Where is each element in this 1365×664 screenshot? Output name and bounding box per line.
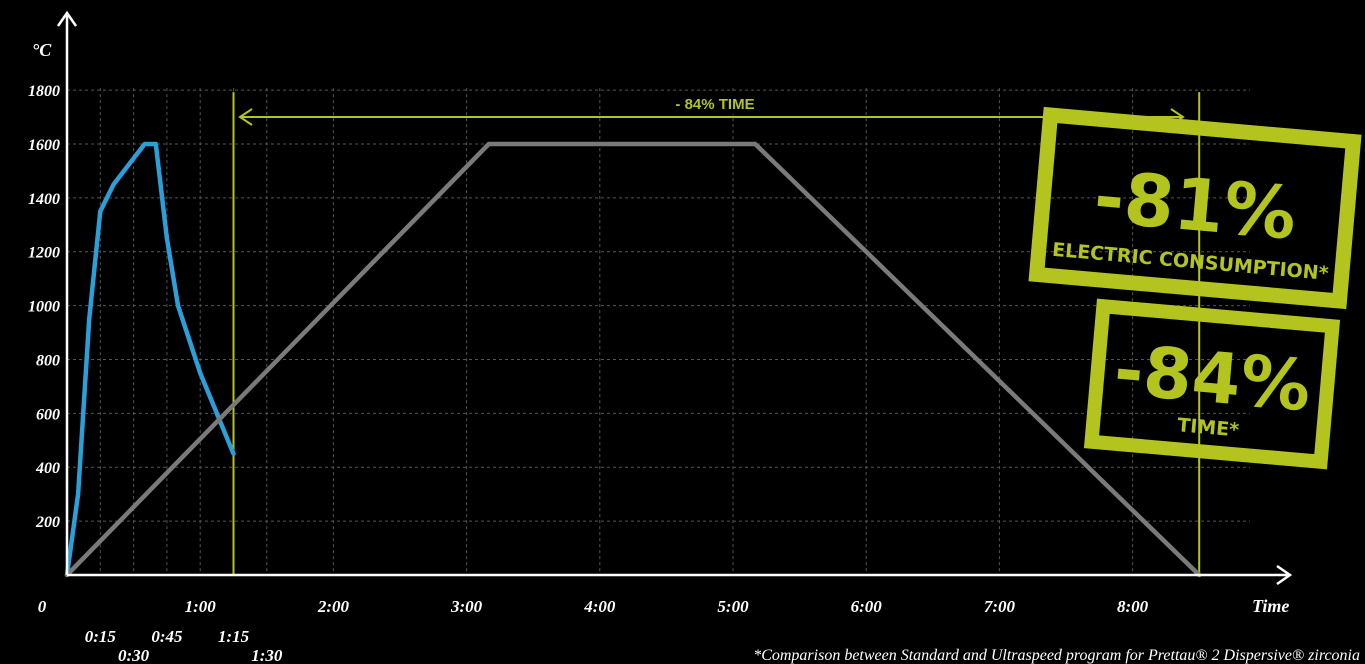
stamp-percent: -84% xyxy=(1111,329,1314,428)
x-tick-label: 0:30 xyxy=(118,646,150,664)
x-tick-label: 5:00 xyxy=(717,597,749,616)
y-tick-label: 400 xyxy=(35,460,60,477)
x-tick-label: 1:00 xyxy=(185,597,217,616)
x-axis-label: Time xyxy=(1252,596,1289,616)
arrow-label-bg xyxy=(655,94,775,114)
y-tick-label: 200 xyxy=(35,514,60,531)
stamp-electric-consumption: -81% ELECTRIC CONSUMPTION* xyxy=(1028,106,1362,310)
y-axis-label: °C xyxy=(32,40,52,60)
y-tick-label: 1600 xyxy=(28,137,60,154)
stamp-time: -84% TIME* xyxy=(1083,298,1341,470)
x-tick-label: 1:15 xyxy=(218,627,250,646)
axes xyxy=(56,10,1293,586)
time-reduction-arrow: - 84% TIME xyxy=(238,94,1185,126)
x-axis-arrowhead xyxy=(1276,564,1293,586)
y-tick-label: 800 xyxy=(36,352,60,369)
x-tick-label: 1:30 xyxy=(251,646,283,664)
x-tick-label: 2:00 xyxy=(317,597,350,616)
series-group xyxy=(64,141,1202,578)
stamp-border xyxy=(1028,106,1362,310)
y-tick-label: 1200 xyxy=(28,245,60,262)
reference-lines xyxy=(232,92,1201,575)
x-tick-label: 0 xyxy=(38,597,47,616)
stamp-percent: -81% xyxy=(1091,154,1300,255)
y-tick-labels: 200 400 600 800 1000 1200 1400 1600 1800 xyxy=(28,83,60,531)
grid xyxy=(67,88,1250,575)
stamp-border xyxy=(1083,298,1341,470)
arrow-head-left xyxy=(238,108,253,126)
y-tick-label: 1400 xyxy=(28,191,60,208)
footnote: *Comparison between Standard and Ultrasp… xyxy=(753,647,1360,664)
y-tick-label: 1000 xyxy=(28,299,60,316)
y-tick-label: 1800 xyxy=(28,83,60,100)
y-axis-arrowhead xyxy=(56,10,78,27)
y-tick-label: 600 xyxy=(36,406,60,423)
x-tick-label: 7:00 xyxy=(984,597,1016,616)
x-tick-label: 3:00 xyxy=(450,597,483,616)
x-tick-label: 0:45 xyxy=(151,627,183,646)
stamp-caption: TIME* xyxy=(1176,414,1240,441)
x-tick-label: 0:15 xyxy=(85,627,117,646)
series-line-2 xyxy=(64,141,1202,578)
arrow-label: - 84% TIME xyxy=(675,96,754,113)
x-tick-label: 8:00 xyxy=(1117,597,1149,616)
x-tick-label: 6:00 xyxy=(851,597,883,616)
x-tick-label: 4:00 xyxy=(583,597,616,616)
x-tick-labels: 0 1:00 2:00 3:00 4:00 5:00 6:00 7:00 8:00 0:15 0:4… xyxy=(38,597,1149,664)
